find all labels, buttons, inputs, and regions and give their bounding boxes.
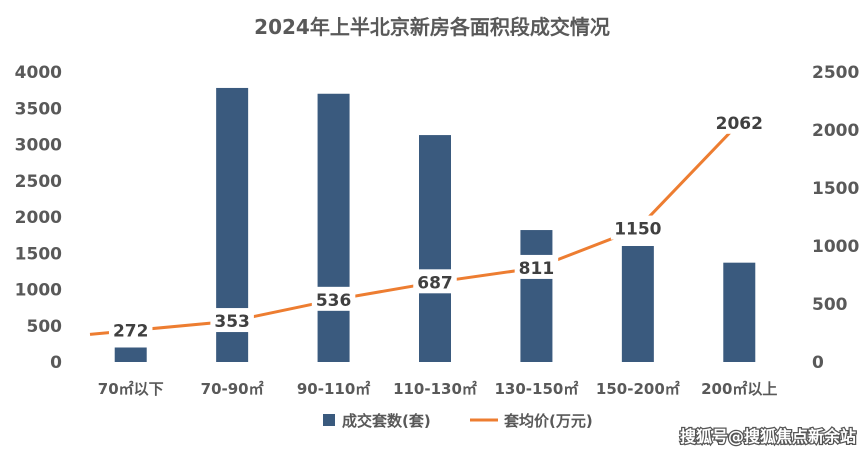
y-left-tick-label: 2500 [15,172,62,192]
bar [317,93,350,362]
data-label-background [108,317,153,342]
legend-line-label: 套均价(万元) [503,412,593,430]
data-label-background [712,109,767,134]
y-right-tick-label: 0 [812,353,824,373]
legend-bar-label: 成交套数(套) [342,412,431,430]
category-axis: 70㎡以下 70-90㎡ 90-110㎡ 110-130㎡ 130-150㎡ 150-20… [98,380,778,398]
y-left-tick-label: 3000 [15,136,62,156]
left-axis: 0 500 1000 1500 2000 2500 3000 3500 4000 [15,63,62,373]
data-label: 687 [417,273,453,293]
chart-title: 2024年上半北京新房各面积段成交情况 [254,15,610,39]
data-label-background [610,215,665,240]
x-tick-label: 150-200㎡ [596,380,680,398]
y-left-tick-label: 2000 [15,208,62,228]
bar [114,347,147,362]
data-label-background [514,254,559,279]
data-label: 353 [214,312,250,332]
y-right-tick-label: 1500 [812,179,859,199]
y-left-tick-label: 1000 [15,281,62,301]
data-label: 1150 [614,220,661,240]
bar [621,246,654,362]
x-tick-label: 70-90㎡ [201,380,264,398]
right-axis: 0 500 1000 1500 2000 2500 [812,63,859,373]
y-right-tick-label: 500 [812,295,848,315]
watermark: 搜狐号@搜狐焦点新余站 [680,427,856,446]
y-left-tick-label: 1500 [15,244,62,264]
data-label-background [413,269,457,294]
y-left-tick-label: 4000 [15,63,62,83]
data-label: 536 [316,291,352,311]
y-right-tick-label: 2500 [812,63,859,83]
bar [419,135,451,362]
data-label: 2062 [716,114,763,134]
x-tick-label: 90-110㎡ [297,380,370,398]
y-right-tick-label: 1000 [812,237,859,257]
data-label-background [210,308,254,333]
x-tick-label: 110-130㎡ [393,380,477,398]
data-label: 272 [113,321,149,341]
y-left-tick-label: 500 [27,317,63,337]
data-label: 811 [519,259,555,279]
legend-bar-swatch [323,414,335,426]
bar [520,230,553,362]
x-tick-label: 200㎡以上 [701,380,777,398]
x-tick-label: 130-150㎡ [494,380,578,398]
legend: 成交套数(套) 套均价(万元) [323,412,593,430]
data-label-background [311,286,356,311]
line-path [89,121,741,336]
x-tick-label: 70㎡以下 [98,380,164,398]
y-left-tick-label: 3500 [15,99,62,119]
y-left-tick-label: 0 [50,353,62,373]
bar [723,262,756,362]
line-series: 272 353 536 687 811 1150 2062 [89,109,767,342]
y-right-tick-label: 2000 [812,121,859,141]
